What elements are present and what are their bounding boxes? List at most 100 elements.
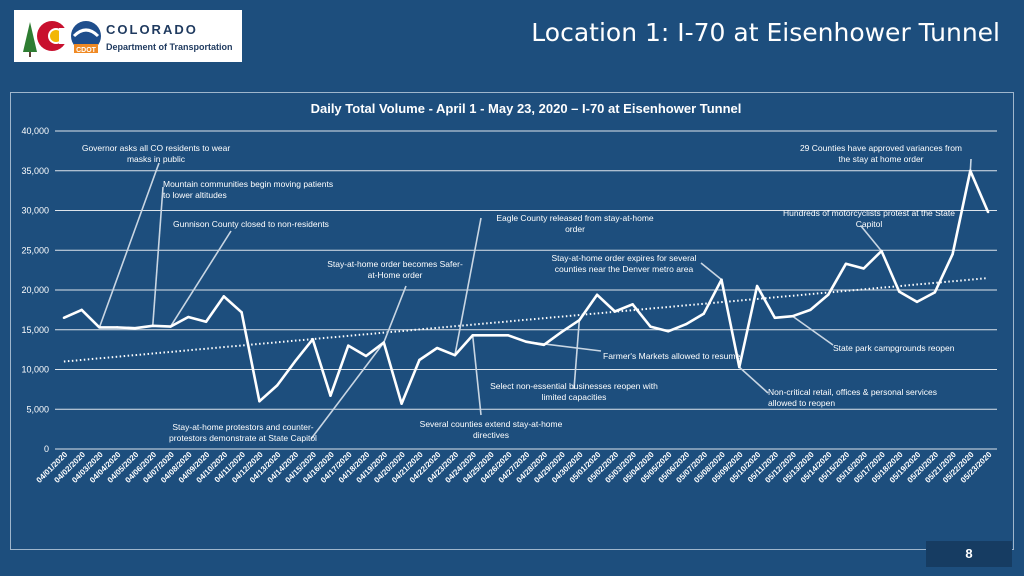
- callout-text: Stay-at-home order expires for several: [551, 253, 696, 263]
- annotation-callout: Mountain communities begin moving patien…: [151, 179, 333, 326]
- cdot-badge-icon: [71, 21, 101, 51]
- data-point: [258, 400, 261, 403]
- data-point: [311, 338, 314, 341]
- data-point: [524, 340, 528, 343]
- logo-line1: COLORADO: [106, 22, 198, 37]
- data-point: [702, 312, 705, 316]
- data-point: [578, 319, 581, 322]
- data-point: [400, 402, 403, 405]
- annotation-callout: Hundreds of motorcyclists protest at the…: [783, 208, 955, 252]
- slide-title: Location 1: I-70 at Eisenhower Tunnel: [531, 18, 1000, 47]
- callout-text: allowed to reopen: [768, 398, 835, 408]
- callout-text: Eagle County released from stay-at-home: [496, 213, 654, 223]
- annotation-callout: Farmer's Markets allowed to resume: [525, 340, 740, 361]
- callout-leader: [151, 186, 164, 326]
- callout-leader: [454, 217, 482, 356]
- callout-leader: [573, 320, 581, 390]
- y-tick-label: 5,000: [26, 404, 49, 414]
- callout-leader: [738, 366, 769, 394]
- volume-line-chart: Daily Total Volume - April 1 - May 23, 2…: [21, 101, 997, 485]
- callout-text: to lower altitudes: [163, 190, 227, 200]
- data-point: [649, 325, 652, 328]
- annotation-callout: Non-critical retail, offices & personal …: [738, 366, 937, 408]
- y-tick-label: 0: [44, 444, 49, 454]
- data-point: [898, 290, 901, 293]
- data-point: [755, 284, 759, 288]
- data-point: [62, 316, 66, 320]
- callout-text: Stay-at-home order becomes Safer-: [327, 259, 463, 269]
- data-point: [169, 325, 172, 328]
- callout-leader: [792, 315, 834, 346]
- callout-leader: [700, 262, 723, 281]
- y-tick-label: 30,000: [21, 206, 49, 216]
- callout-leader: [471, 335, 482, 416]
- data-point: [880, 249, 883, 253]
- annotation-callout: Gunnison County closed to non-residents: [169, 219, 329, 327]
- callout-text: Mountain communities begin moving patien…: [163, 179, 333, 189]
- data-point: [560, 330, 563, 334]
- data-point: [915, 300, 919, 304]
- grid-layer: 0 5,000 10,000 15,000 20,000 25,000 30,000 35,0…: [21, 126, 997, 454]
- data-point: [329, 394, 332, 397]
- data-point: [418, 358, 421, 362]
- data-point: [738, 365, 741, 369]
- callout-text: 29 Counties have approved variances from: [800, 143, 962, 153]
- callout-text: Gunnison County closed to non-residents: [173, 219, 329, 229]
- data-point: [116, 326, 119, 329]
- data-point: [809, 308, 812, 312]
- data-point: [151, 324, 154, 327]
- y-tick-label: 10,000: [21, 365, 49, 375]
- data-point: [595, 293, 599, 296]
- data-point: [204, 320, 208, 323]
- callout-leader: [310, 341, 385, 440]
- callout-text: Farmer's Markets allowed to resume: [603, 351, 740, 361]
- data-point: [613, 310, 617, 313]
- callout-leader: [860, 225, 883, 252]
- data-point: [684, 322, 688, 326]
- line-layer: [62, 169, 990, 406]
- data-point: [364, 354, 368, 358]
- callout-text: the stay at home order: [838, 154, 923, 164]
- cdot-logo: CDOT COLORADO Department of Transportati…: [14, 10, 242, 62]
- data-point: [187, 315, 190, 319]
- data-point: [720, 278, 723, 281]
- data-point: [382, 341, 386, 344]
- callout-text: masks in public: [127, 154, 186, 164]
- y-tick-label: 35,000: [21, 166, 49, 176]
- callout-text: protestors demonstrate at State Capitol: [169, 433, 317, 443]
- data-point: [773, 316, 777, 320]
- callout-layer: Governor asks all CO residents to wearma…: [82, 143, 972, 443]
- annotation-callout: Stay-at-home order becomes Safer-at-Home…: [327, 259, 463, 343]
- annotation-callout: Select non-essential businesses reopen w…: [490, 320, 658, 402]
- callout-leader: [169, 230, 232, 327]
- data-point: [631, 303, 634, 306]
- callout-text: Stay-at-home protestors and counter-: [172, 422, 313, 432]
- annotation-callout: State park campgrounds reopen: [792, 315, 955, 353]
- annotation-callout: Eagle County released from stay-at-homeo…: [454, 213, 654, 356]
- annotation-callout: Governor asks all CO residents to wearma…: [82, 143, 231, 328]
- data-point: [471, 334, 474, 337]
- cdot-logo-graphic: CDOT COLORADO Department of Transportati…: [23, 21, 233, 57]
- data-point: [844, 262, 848, 265]
- annotation-callout: Stay-at-home protestors and counter-prot…: [169, 341, 385, 443]
- annotation-callout: Stay-at-home order expires for severalco…: [551, 253, 723, 281]
- data-point: [275, 384, 279, 387]
- callout-text: counties near the Denver metro area: [555, 264, 694, 274]
- data-point: [133, 326, 137, 330]
- data-point: [240, 311, 243, 314]
- y-tick-label: 25,000: [21, 245, 49, 255]
- data-point: [293, 360, 297, 363]
- callout-leader: [969, 158, 972, 171]
- data-point: [666, 330, 670, 333]
- callout-text: Several counties extend stay-at-home: [420, 419, 563, 429]
- callout-text: State park campgrounds reopen: [833, 343, 955, 353]
- xtick-layer: 04/01/202004/02/202004/03/202004/04/2020…: [35, 450, 994, 485]
- callout-text: Governor asks all CO residents to wear: [82, 143, 231, 153]
- data-point: [986, 210, 990, 214]
- data-point: [826, 293, 830, 296]
- data-point: [507, 334, 510, 337]
- data-point: [951, 253, 954, 256]
- logo-line2: Department of Transportation: [106, 42, 233, 52]
- annotation-callout: Several counties extend stay-at-homedire…: [420, 335, 563, 440]
- trend-layer: [63, 277, 989, 363]
